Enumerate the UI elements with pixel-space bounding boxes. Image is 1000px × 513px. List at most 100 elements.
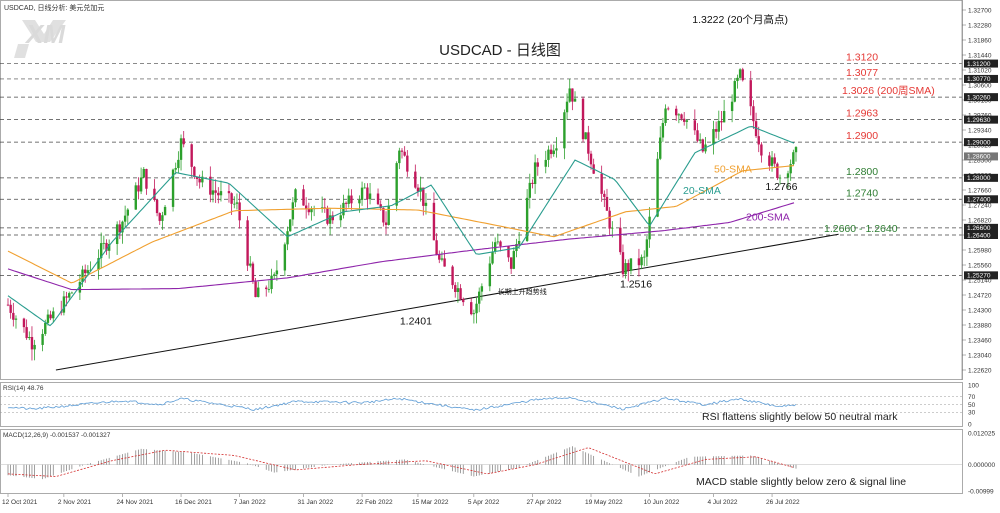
candle-body xyxy=(190,144,193,167)
candle-body xyxy=(491,251,494,264)
candle-body xyxy=(291,202,295,220)
level-axis-label: 1.27400 xyxy=(967,197,991,204)
candle-body xyxy=(105,242,108,251)
candle-body xyxy=(454,285,457,292)
candle-body xyxy=(174,168,177,170)
date-tick-label: 2 Nov 2021 xyxy=(58,499,92,506)
candle-body xyxy=(273,274,276,276)
level-axis-box xyxy=(964,59,998,68)
candle-body xyxy=(786,173,790,178)
candle-body xyxy=(693,120,697,131)
sma200-line xyxy=(7,202,795,291)
axis-tick-label: 1.25980 xyxy=(968,247,992,254)
candle-body xyxy=(182,138,185,145)
candle-body xyxy=(288,219,292,232)
level-axis-label: 1.26600 xyxy=(967,225,991,232)
candle-body xyxy=(52,311,55,319)
candle-body xyxy=(350,195,353,204)
rsi-tick-label: 100 xyxy=(968,382,979,389)
level-axis-label: 1.30770 xyxy=(967,76,991,83)
rsi-tick-label: 0 xyxy=(968,421,972,428)
candle-body xyxy=(177,159,180,169)
candle-body xyxy=(701,139,705,152)
candle-body xyxy=(419,187,422,192)
candle-body xyxy=(507,246,510,258)
candle-body xyxy=(488,263,492,287)
candle-body xyxy=(310,208,313,213)
candle-body xyxy=(738,69,742,78)
macd-tick-label: 0.012025 xyxy=(968,430,995,437)
level-axis-box xyxy=(964,271,998,280)
candle-body xyxy=(249,263,252,266)
candle-body xyxy=(382,207,385,223)
level-axis-box xyxy=(964,223,998,232)
candle-body xyxy=(565,101,569,113)
candle-body xyxy=(789,164,792,174)
annotation-layer: 1.3120 1.3077 1.3026 (200周SMA) 1.2963 1.2900… xyxy=(400,13,935,327)
point-annotation: 1.3222 (20个月高点) xyxy=(692,13,788,26)
candle-body xyxy=(270,275,273,290)
candle-body xyxy=(331,215,334,221)
candle-body xyxy=(267,289,271,290)
candle-body xyxy=(733,81,736,102)
candle-body xyxy=(342,202,345,216)
candle-body xyxy=(696,130,699,141)
level-annotation: 1.2740 xyxy=(846,187,878,199)
candle-body xyxy=(137,185,140,192)
candle-body xyxy=(480,286,484,292)
candle-body xyxy=(86,270,90,274)
candle-body xyxy=(227,191,231,194)
axis-tick-label: 1.28500 xyxy=(968,157,992,164)
logo-text: XM xyxy=(24,19,66,49)
candle-body xyxy=(235,202,239,204)
point-annotation: 50-SMA xyxy=(714,164,752,176)
candle-body xyxy=(195,176,199,179)
candle-body xyxy=(752,106,755,122)
candle-body xyxy=(123,215,127,222)
candle-body xyxy=(139,177,143,192)
current-price-box xyxy=(964,152,998,161)
candle-body xyxy=(384,222,388,225)
candle-body xyxy=(107,243,111,251)
candle-body xyxy=(155,199,159,214)
candle-body xyxy=(470,302,473,315)
candle-body xyxy=(770,157,774,166)
candle-body xyxy=(440,258,444,260)
candle-body xyxy=(685,120,689,122)
candle-body xyxy=(656,158,659,217)
candle-body xyxy=(9,304,12,313)
candle-body xyxy=(499,241,502,247)
candle-body xyxy=(424,202,428,206)
candle-body xyxy=(675,108,678,116)
candle-body xyxy=(776,163,779,179)
candle-body xyxy=(533,162,537,185)
candle-body xyxy=(339,215,342,221)
macd-title: MACD(12,26,9) -0.001537 -0.001327 xyxy=(3,432,111,439)
candle-body xyxy=(193,166,196,177)
price-layer xyxy=(0,63,962,371)
candle-body xyxy=(78,281,82,293)
candle-body xyxy=(286,231,289,245)
axis-tick-label: 1.27240 xyxy=(968,202,992,209)
level-axis-label: 1.30260 xyxy=(967,94,991,101)
candle-body xyxy=(6,304,10,306)
candle-body xyxy=(778,177,782,179)
date-tick-label: 10 Jun 2022 xyxy=(644,499,680,506)
macd-signal-line xyxy=(7,447,795,477)
axis-tick-label: 1.25560 xyxy=(968,262,992,269)
candle-body xyxy=(712,129,715,145)
candle-body xyxy=(126,209,129,216)
candle-body xyxy=(619,227,622,253)
candle-body xyxy=(320,207,324,209)
candle-body xyxy=(214,190,217,193)
point-annotation: 1.2401 xyxy=(400,315,432,327)
candle-body xyxy=(387,205,390,225)
candle-body xyxy=(667,108,670,110)
date-tick-label: 24 Nov 2021 xyxy=(116,499,153,506)
candle-body xyxy=(608,210,611,229)
candle-body xyxy=(68,293,71,298)
candle-body xyxy=(230,193,233,204)
axis-tick-label: 1.25140 xyxy=(968,277,992,284)
axis-tick-label: 1.22620 xyxy=(968,367,992,374)
